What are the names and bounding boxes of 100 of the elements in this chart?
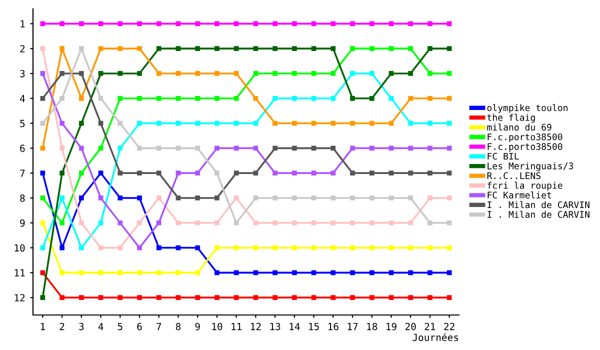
point <box>330 46 336 52</box>
point <box>428 96 432 101</box>
x-tick-label: 2 <box>60 322 64 330</box>
point <box>369 270 374 276</box>
point <box>388 245 394 250</box>
point <box>272 196 278 200</box>
point <box>234 71 239 76</box>
legend-label: FC BIL <box>488 152 519 160</box>
point <box>446 21 452 26</box>
point <box>369 295 374 300</box>
point <box>137 21 142 26</box>
point <box>292 21 297 26</box>
point <box>137 96 142 101</box>
point <box>118 270 123 276</box>
point <box>118 71 123 76</box>
point <box>137 46 142 52</box>
point <box>292 46 297 52</box>
legend-label: milano du 69 <box>487 124 552 131</box>
point <box>292 120 297 126</box>
point <box>330 196 336 200</box>
point <box>78 146 84 151</box>
point <box>195 120 200 126</box>
point <box>446 46 452 52</box>
point <box>311 196 316 200</box>
point <box>272 71 278 76</box>
point <box>311 295 316 300</box>
point <box>292 295 297 300</box>
point <box>195 295 200 300</box>
x-tick-label: 11 <box>232 322 242 330</box>
point <box>311 96 316 101</box>
point <box>60 245 64 250</box>
point <box>98 245 104 250</box>
point <box>369 46 374 52</box>
point <box>388 96 394 101</box>
point <box>156 21 162 26</box>
point <box>408 170 414 176</box>
point <box>176 21 181 26</box>
point <box>388 71 394 76</box>
y-tick-label: 11 <box>14 269 25 276</box>
x-axis-title: Journées <box>412 333 458 342</box>
point <box>78 295 84 300</box>
point <box>253 295 258 300</box>
x-tick-label: 12 <box>250 322 261 330</box>
point <box>350 170 355 176</box>
point <box>118 220 123 226</box>
point <box>176 196 181 200</box>
point <box>330 96 336 101</box>
legend-label: fcri la roupie <box>488 182 562 191</box>
legend-label: Les Meringuais/3 <box>488 162 574 172</box>
point <box>78 220 84 226</box>
point <box>292 170 297 176</box>
y-tick-label: 1 <box>20 20 25 28</box>
x-tick-label: 3 <box>79 322 84 330</box>
point <box>118 96 123 101</box>
point <box>98 196 104 200</box>
x-tick-label: 1 <box>40 322 45 330</box>
point <box>330 295 336 300</box>
legend-label: F.c.porto38500 <box>488 133 562 142</box>
point <box>330 270 336 276</box>
y-tick-label: 8 <box>20 194 25 202</box>
point <box>78 245 84 250</box>
point <box>214 146 220 151</box>
legend-label: I . Milan de CARVIN <box>488 210 590 218</box>
point <box>350 270 355 276</box>
point <box>350 196 355 200</box>
point <box>40 96 46 101</box>
point <box>40 245 46 250</box>
x-tick-label: 5 <box>118 322 122 330</box>
point <box>388 170 394 176</box>
point <box>428 46 432 52</box>
point <box>408 46 414 52</box>
point <box>253 220 258 226</box>
legend-label: R..C..LENS <box>487 172 540 180</box>
point <box>253 120 258 126</box>
point <box>253 245 258 250</box>
point <box>428 270 432 276</box>
x-tick-label: 7 <box>156 322 162 330</box>
point <box>408 245 414 250</box>
point <box>388 46 394 52</box>
point <box>234 146 239 151</box>
point <box>118 146 123 151</box>
y-tick-label: 6 <box>20 144 25 152</box>
point <box>156 196 162 200</box>
point <box>118 245 123 250</box>
y-tick-label: 4 <box>20 95 25 102</box>
legend-label: the flaig <box>487 114 535 123</box>
point <box>446 146 452 151</box>
point <box>40 295 46 300</box>
point <box>156 270 162 276</box>
point <box>78 270 84 276</box>
point <box>98 295 104 300</box>
point <box>234 196 239 200</box>
point <box>446 96 452 101</box>
legend-label: olympike toulon <box>487 104 568 113</box>
point <box>388 120 394 126</box>
point <box>214 120 220 126</box>
point <box>195 170 200 176</box>
point <box>60 270 64 276</box>
point <box>214 170 220 176</box>
point <box>176 170 181 176</box>
